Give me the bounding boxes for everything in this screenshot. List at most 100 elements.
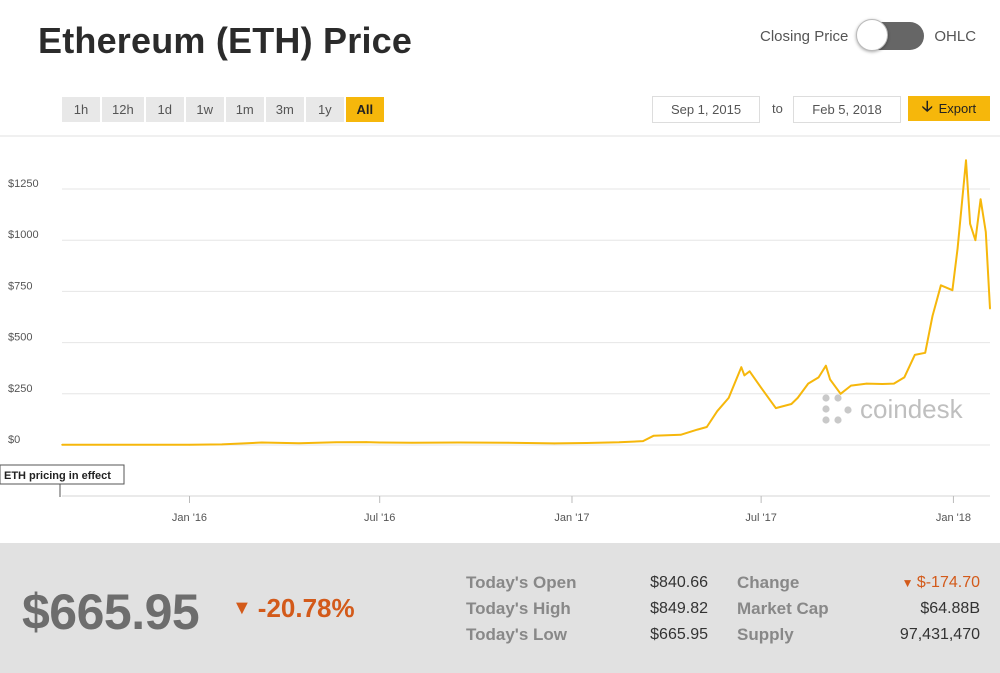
price-data-point (881, 383, 884, 385)
price-data-point (156, 444, 158, 446)
price-data-point (188, 444, 191, 446)
price-data-point (507, 441, 510, 444)
price-data-point (727, 397, 730, 399)
range-button-1w[interactable]: 1w (185, 97, 224, 122)
price-data-point (378, 441, 381, 444)
annotation-label: ETH pricing in effect (4, 470, 111, 482)
y-tick-label: $1000 (8, 229, 39, 241)
price-data-point (585, 442, 588, 444)
y-tick-label: $750 (8, 280, 32, 292)
price-data-point (931, 315, 934, 317)
range-selector: 1h 12h 1d 1w 1m 3m 1y All (62, 97, 384, 122)
stat-label-low: Today's Low (466, 625, 568, 644)
price-data-point (817, 376, 820, 379)
range-button-1m[interactable]: 1m (225, 97, 264, 122)
watermark-text: coindesk (860, 394, 964, 424)
toggle-label-ohlc: OHLC (934, 27, 977, 45)
price-data-point (839, 393, 842, 395)
price-data-point (924, 352, 926, 354)
stat-value-supply: 97,431,470 (899, 626, 980, 643)
y-tick-label: $1250 (8, 178, 39, 190)
stat-label-high: Today's High (466, 599, 571, 618)
price-data-point (790, 403, 793, 405)
y-tick-label: $250 (8, 383, 32, 395)
price-data-point (335, 441, 337, 444)
down-triangle-icon: ▼ (232, 597, 252, 619)
price-data-point (642, 440, 644, 442)
price-data-point (61, 444, 63, 446)
stat-value-market-cap: $64.88B (920, 600, 980, 617)
y-tick-label: $500 (8, 332, 32, 344)
price-data-point (825, 364, 827, 367)
price-data-point (716, 410, 718, 413)
watermark-dot (834, 394, 842, 402)
stat-value-open: $840.66 (650, 574, 708, 591)
range-button-3m[interactable]: 3m (265, 97, 304, 122)
export-button[interactable]: 🡣 Export (908, 96, 990, 121)
x-tick-label: Jan '16 (172, 512, 207, 524)
watermark-dot (822, 416, 830, 424)
coindesk-watermark: coindesk (822, 394, 964, 424)
price-data-point (965, 159, 967, 162)
price-data-point (989, 307, 991, 310)
price-chart[interactable]: $0 $250 $500 $750 $1000 $1250 Jan '16 Jul '16 Ja… (0, 130, 1000, 540)
download-arrow-icon: 🡣 (921, 98, 933, 115)
down-triangle-icon: ▼ (901, 576, 917, 590)
price-data-point (458, 441, 460, 444)
price-data-point (956, 247, 959, 250)
watermark-dot (844, 406, 852, 414)
price-data-point (618, 441, 620, 444)
percent-change: ▼ -20.78% (232, 593, 355, 624)
stat-label-market-cap: Market Cap (737, 599, 829, 618)
date-to-input[interactable]: Feb 5, 2018 (793, 96, 901, 123)
price-data-point (221, 443, 223, 446)
stat-value-change-text: $-174.70 (916, 574, 980, 591)
price-data-point (553, 442, 555, 445)
price-data-point (365, 441, 367, 443)
range-button-1y[interactable]: 1y (305, 97, 344, 122)
stat-value-low: $665.95 (650, 626, 708, 643)
annotation-box (0, 464, 125, 485)
price-summary: $665.95 ▼ -20.78% Today's Open Today's H… (0, 543, 1000, 673)
x-tick-label: Jul '16 (364, 512, 395, 524)
current-price: $665.95 (22, 584, 200, 640)
page-title: Ethereum (ETH) Price (38, 20, 413, 61)
stat-value-high: $849.82 (650, 600, 708, 617)
price-data-point (298, 442, 301, 445)
date-separator: to (772, 101, 783, 116)
price-data-point (796, 397, 799, 399)
percent-change-value: -20.78% (257, 593, 355, 623)
price-data-point (760, 386, 762, 389)
price-data-point (850, 384, 852, 387)
price-data-point (652, 435, 655, 437)
price-data-point (411, 441, 413, 444)
price-data-point (903, 376, 906, 379)
x-tick-label: Jan '18 (936, 512, 971, 524)
watermark-dot (822, 405, 830, 413)
price-data-point (940, 284, 942, 287)
price-data-point (979, 198, 982, 200)
stat-label-supply: Supply (737, 625, 794, 644)
price-data-point (829, 378, 831, 381)
price-data-point (740, 366, 743, 368)
price-data-point (706, 426, 708, 428)
watermark-dot (822, 394, 830, 402)
range-button-all[interactable]: All (345, 97, 384, 122)
range-button-1d[interactable]: 1d (145, 97, 184, 122)
price-data-point (865, 382, 868, 385)
price-data-point (985, 231, 987, 233)
price-data-point (914, 354, 916, 356)
price-data-point (969, 223, 971, 225)
price-mode-toggle[interactable] (856, 19, 925, 51)
stat-label-change: Change (737, 573, 800, 592)
price-data-point (974, 239, 977, 241)
price-data-point (807, 382, 809, 385)
stat-label-open: Today's Open (466, 573, 577, 592)
y-tick-label: $0 (8, 434, 20, 446)
range-button-12h[interactable]: 12h (102, 97, 144, 122)
price-data-point (748, 370, 751, 373)
price-data-point (951, 289, 954, 291)
date-from-input[interactable]: Sep 1, 2015 (652, 96, 760, 123)
price-data-point (107, 444, 109, 446)
range-button-1h[interactable]: 1h (62, 97, 100, 122)
